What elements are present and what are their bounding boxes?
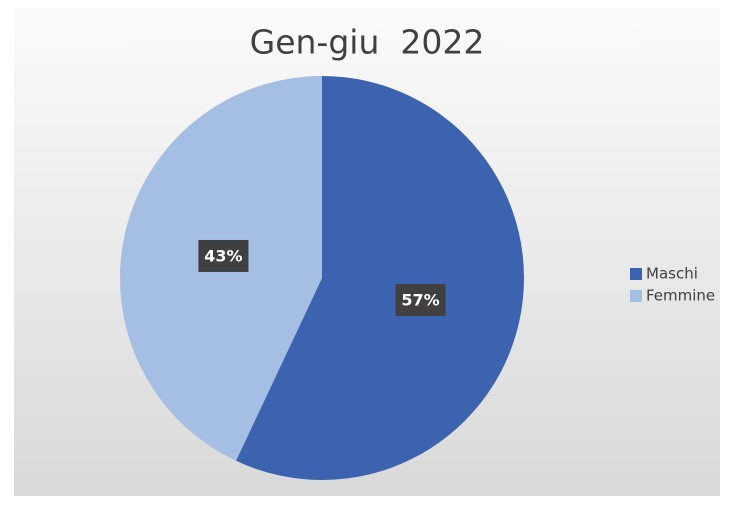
chart-title: Gen-giu 2022 [250,23,485,62]
legend-label: Femmine [646,287,715,305]
pie-slice [235,76,525,480]
data-label: 57% [401,291,439,310]
data-label-box [198,239,249,272]
data-label-box [395,284,446,317]
legend-label: Maschi [646,265,698,283]
data-label: 43% [204,246,242,265]
legend-swatch [630,290,642,302]
legend-swatch [630,268,642,280]
